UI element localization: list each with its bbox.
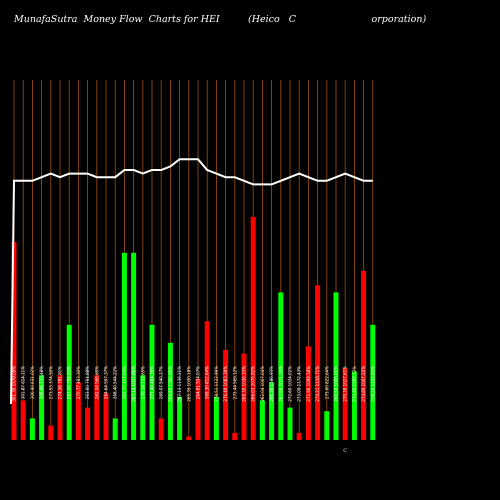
money-flow-bar — [213, 396, 219, 440]
company-name: (Heico C orporation) — [248, 14, 427, 25]
tick-label: 267.04 756.93% — [67, 366, 72, 399]
tick-label: 269.07 540.17% — [159, 366, 164, 399]
tick-label: 272.60 1034.02% — [288, 366, 293, 402]
money-flow-bar — [250, 216, 256, 440]
tick-label: 270.39 1027.61% — [343, 366, 348, 402]
tick-label: 269.50 1005.61% — [334, 366, 339, 402]
tick-label: 267.99 1021.33% — [278, 366, 283, 402]
tick-label: 274.49 1097.12% — [352, 366, 357, 402]
tick-label: 266.36 1186.93% — [269, 366, 274, 402]
tick-label: 271.44 464.39% — [150, 366, 155, 399]
money-flow-bar — [112, 418, 118, 440]
money-flow-bar — [204, 321, 210, 440]
tick-label: 267.13 1136.21% — [177, 366, 182, 402]
tick-label: 269.83 1360.69% — [168, 366, 173, 402]
money-flow-bar — [333, 292, 339, 440]
money-flow-bar — [324, 411, 330, 440]
tick-label: 264.64 597.37% — [104, 366, 109, 399]
price-line — [10, 158, 373, 405]
money-flow-bar — [269, 382, 275, 440]
tick-label: 267.14 1017.80% — [131, 366, 136, 402]
tick-label: 274.89 1007.52% — [361, 366, 366, 402]
money-flow-bar — [158, 418, 164, 440]
tick-label: 268.40 544.22% — [113, 366, 118, 399]
tick-label: 272.96 1099.58% — [306, 366, 311, 402]
tick-label: 301.87 614.11% — [21, 366, 26, 399]
tick-label: 267.77 317.64% — [122, 366, 127, 399]
money-flow-bar — [11, 242, 17, 440]
money-flow-bar — [315, 285, 321, 440]
tick-label: 278.29 1125.83% — [370, 366, 375, 402]
money-flow-bar — [103, 393, 109, 440]
money-flow-bar — [177, 396, 183, 440]
money-flow-bar — [223, 350, 229, 440]
tick-label: 269.30 812.64% — [205, 366, 210, 399]
money-flow-bar — [85, 407, 91, 440]
tick-label: 270.14 773.65% — [140, 366, 145, 399]
money-flow-bar — [131, 252, 137, 440]
tick-label: 266.03 2075.82% — [251, 366, 256, 402]
money-flow-bar — [370, 324, 376, 440]
tick-label: 269.30 1036.33% — [242, 366, 247, 402]
money-flow-bar — [241, 353, 247, 440]
tick-label: 278.51 1122.99% — [214, 366, 219, 402]
money-flow-bar — [278, 292, 284, 440]
money-flow-bar — [140, 375, 146, 440]
tick-label: 301.30 1579.09% — [12, 366, 17, 402]
money-flow-bar — [287, 407, 293, 440]
money-flow-bar — [186, 436, 192, 440]
money-flow-bar — [94, 375, 100, 440]
money-flow-bar — [75, 382, 81, 440]
money-flow-bar — [20, 400, 26, 440]
money-flow-bar — [232, 432, 238, 440]
tick-label: 265.35 1030.18% — [186, 366, 191, 402]
money-flow-bar — [121, 252, 127, 440]
tick-label: 273.60 822.64% — [324, 366, 329, 399]
tick-label: 262.04 1007.04% — [260, 366, 265, 402]
tick-label: 300.90 631.02% — [30, 366, 35, 399]
money-flow-bar — [48, 425, 54, 440]
money-flow-bar — [296, 432, 302, 440]
tick-label: 272.44 569.12% — [232, 366, 237, 399]
tick-label: 274.36 781.81% — [58, 366, 63, 399]
tick-label: 276.49 1083.39% — [223, 366, 228, 402]
tick-label: 273.53 374.50% — [48, 366, 53, 399]
tick-label: 305.66 733.48% — [39, 366, 44, 399]
tick-label: 274.21 1118.71% — [315, 366, 320, 402]
money-flow-bar — [57, 375, 63, 440]
money-flow-bar — [39, 375, 45, 440]
money-flow-bar — [259, 400, 265, 440]
tick-label: 262.04 566.60% — [94, 366, 99, 399]
money-flow-bar — [351, 371, 357, 440]
money-flow-bar — [167, 342, 173, 440]
tick-label: 273.09 1172.43% — [297, 366, 302, 402]
chart-title: MunafaSutra Money Flow Charts for HEI — [14, 14, 220, 25]
money-flow-bar — [29, 418, 35, 440]
money-flow-bar — [195, 378, 201, 440]
money-flow-bar — [305, 346, 311, 440]
money-flow-bar — [342, 368, 348, 440]
money-flow-bar — [149, 324, 155, 440]
extra-label: C — [343, 448, 347, 454]
tick-label: 263.60 764.88% — [85, 366, 90, 399]
tick-label: 270.77 483.30% — [76, 366, 81, 399]
money-flow-bar — [66, 324, 72, 440]
tick-label: 264.61 534.07% — [196, 366, 201, 399]
money-flow-bar — [361, 270, 367, 440]
